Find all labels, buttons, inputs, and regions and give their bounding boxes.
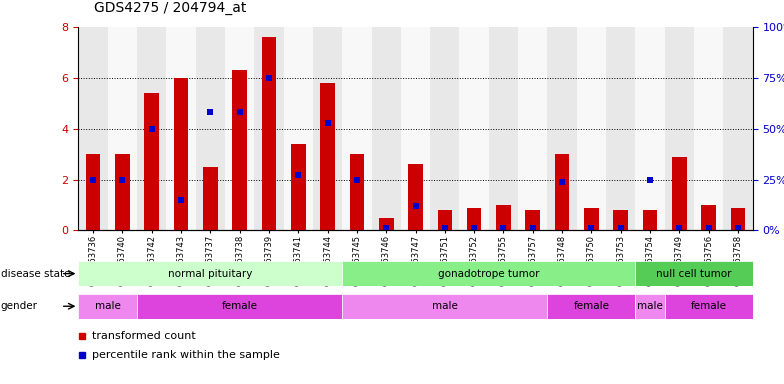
Bar <box>144 93 159 230</box>
Bar <box>196 27 225 230</box>
Bar <box>525 210 540 230</box>
Bar <box>372 27 401 230</box>
Bar <box>85 154 100 230</box>
Text: GDS4275 / 204794_at: GDS4275 / 204794_at <box>94 2 246 15</box>
Bar <box>606 27 635 230</box>
Bar <box>137 294 343 319</box>
Bar <box>78 294 137 319</box>
Bar <box>174 78 188 230</box>
Bar <box>577 27 606 230</box>
Bar <box>518 27 547 230</box>
Text: disease state: disease state <box>1 268 71 279</box>
Text: female: female <box>691 301 727 311</box>
Bar <box>107 27 137 230</box>
Bar <box>437 210 452 230</box>
Bar <box>702 205 716 230</box>
Text: transformed count: transformed count <box>92 331 196 341</box>
Bar <box>203 167 218 230</box>
Bar <box>291 144 306 230</box>
Bar <box>401 27 430 230</box>
Bar <box>635 261 753 286</box>
Bar <box>343 261 635 286</box>
Bar <box>343 27 372 230</box>
Bar <box>313 27 343 230</box>
Text: normal pituitary: normal pituitary <box>168 268 252 279</box>
Text: male: male <box>95 301 121 311</box>
Text: male: male <box>637 301 663 311</box>
Bar <box>547 27 577 230</box>
Bar <box>665 294 753 319</box>
Bar <box>496 205 511 230</box>
Bar <box>466 207 481 230</box>
Bar <box>379 218 394 230</box>
Bar <box>78 27 107 230</box>
Bar <box>694 27 724 230</box>
Bar <box>166 27 196 230</box>
Bar <box>78 261 343 286</box>
Text: percentile rank within the sample: percentile rank within the sample <box>92 350 280 360</box>
Bar <box>115 154 129 230</box>
Text: null cell tumor: null cell tumor <box>656 268 731 279</box>
Bar <box>137 27 166 230</box>
Bar <box>459 27 488 230</box>
Text: gender: gender <box>1 301 38 311</box>
Bar <box>430 27 459 230</box>
Bar <box>320 83 335 230</box>
Bar <box>488 27 518 230</box>
Bar <box>613 210 628 230</box>
Bar <box>343 294 547 319</box>
Bar <box>724 27 753 230</box>
Text: female: female <box>222 301 258 311</box>
Bar <box>635 27 665 230</box>
Bar <box>555 154 569 230</box>
Bar <box>547 294 635 319</box>
Bar <box>731 207 746 230</box>
Text: female: female <box>573 301 609 311</box>
Bar <box>672 157 687 230</box>
Bar <box>284 27 313 230</box>
Bar <box>665 27 694 230</box>
Bar <box>584 207 599 230</box>
Bar <box>225 27 254 230</box>
Text: male: male <box>432 301 458 311</box>
Bar <box>635 294 665 319</box>
Bar <box>350 154 365 230</box>
Bar <box>232 70 247 230</box>
Bar <box>408 164 423 230</box>
Bar <box>254 27 284 230</box>
Bar <box>643 210 657 230</box>
Bar <box>262 37 276 230</box>
Text: gonadotrope tumor: gonadotrope tumor <box>438 268 539 279</box>
